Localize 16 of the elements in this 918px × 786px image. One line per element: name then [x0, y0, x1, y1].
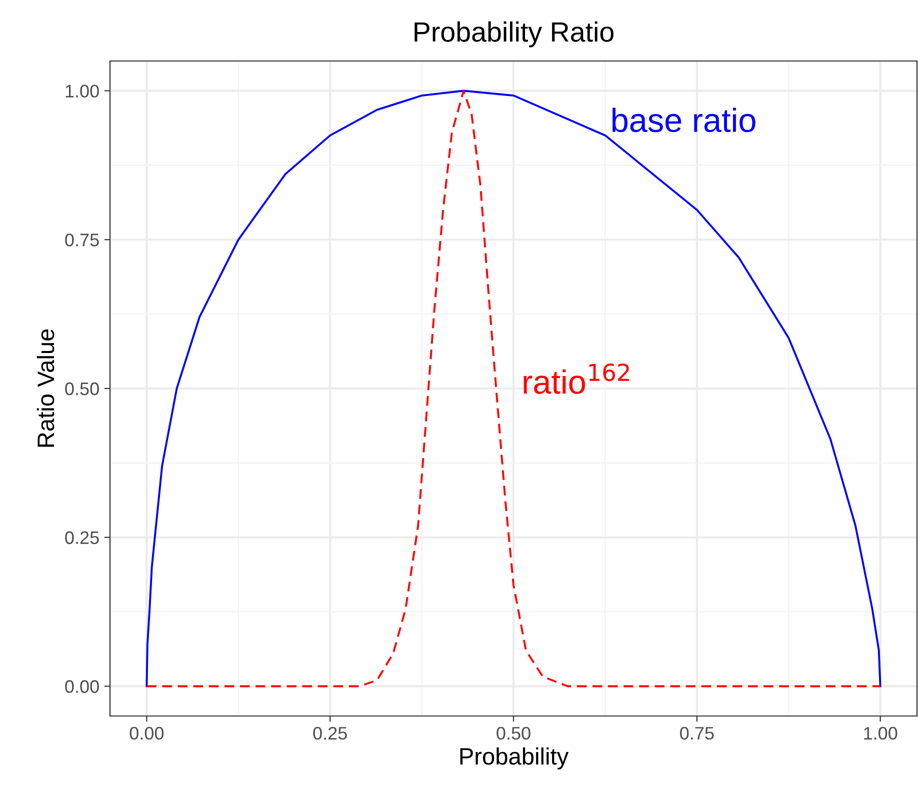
- x-tick-label: 0.25: [313, 726, 347, 740]
- x-tick-label: 1.00: [864, 726, 898, 740]
- series-label: base ratio: [612, 108, 756, 132]
- y-tick-label: 0.75: [65, 234, 99, 246]
- y-tick-label: 0.50: [65, 382, 99, 396]
- x-tick-label: 0.50: [496, 726, 530, 740]
- x-axis-title: Probability: [460, 747, 569, 770]
- y-axis-title: Ratio Value: [36, 329, 54, 447]
- y-tick-label: 0.25: [65, 531, 99, 544]
- series-label: ratio$^{162}$: [524, 364, 629, 394]
- x-tick-label: 0.75: [680, 726, 714, 740]
- line-series: [146, 90, 882, 688]
- y-tick-label: 1.00: [66, 84, 99, 98]
- chart-title: Probability Ratio: [414, 21, 614, 48]
- x-tick-label: 0.00: [130, 726, 164, 740]
- y-tick-label: 0.00: [65, 680, 99, 693]
